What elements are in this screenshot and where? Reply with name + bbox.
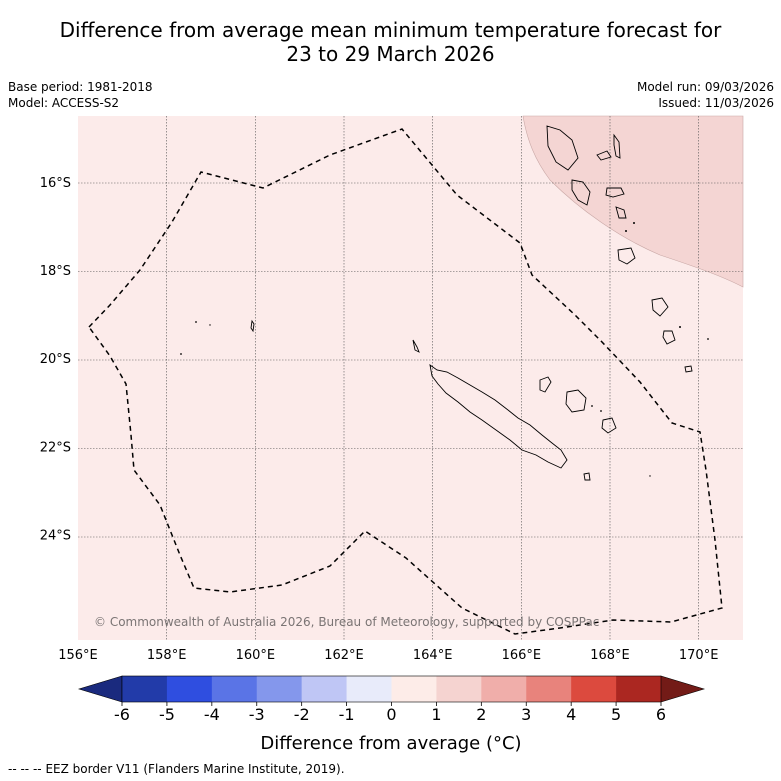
islet — [679, 326, 681, 328]
meta-right: Model run: 09/03/2026 Issued: 11/03/2026 — [637, 79, 774, 111]
colorbar-tick-label: 3 — [521, 705, 531, 724]
mare-island — [601, 417, 617, 434]
latitude-tick-label: 20°S — [40, 352, 71, 367]
colorbar-tick-label: 0 — [386, 705, 396, 724]
colorbar-swatch — [481, 676, 527, 702]
coastlines — [250, 125, 693, 481]
colorbar: -6 -5 -4 -3 -2 -1 0 1 2 3 4 5 6 — [77, 675, 706, 724]
longitude-tick-label: 160°E — [236, 648, 276, 663]
colorbar-tick-label: 5 — [611, 705, 621, 724]
vanuatu-aneityum — [684, 365, 693, 373]
vanuatu-ambae — [596, 150, 612, 161]
vanuatu-epi — [615, 206, 627, 219]
copyright-notice: © Commonwealth of Australia 2026, Bureau… — [94, 615, 599, 629]
title-line-1: Difference from average mean minimum tem… — [59, 18, 722, 42]
islet — [209, 324, 211, 326]
colorbar-tick-label: -4 — [204, 705, 220, 724]
anomaly-region — [522, 115, 744, 288]
longitude-labels: 156°E 158°E 160°E 162°E 164°E 166°E 168°E 170°E — [58, 648, 718, 663]
isle-of-pines — [583, 472, 591, 481]
islet — [180, 353, 182, 355]
longitude-tick-label: 164°E — [413, 648, 453, 663]
colorbar-swatch — [211, 676, 258, 702]
colorbar-tick-label: -3 — [249, 705, 265, 724]
colorbar-low-extend — [77, 675, 123, 703]
islet — [195, 321, 197, 323]
islet — [600, 410, 602, 412]
colorbar-swatch — [166, 676, 213, 702]
longitude-tick-label: 170°E — [679, 648, 719, 663]
vanuatu-espiritu-santo — [546, 125, 579, 171]
longitude-tick-label: 158°E — [147, 648, 187, 663]
colorbar-tick-label: 4 — [566, 705, 576, 724]
colorbar-swatch — [256, 676, 302, 702]
colorbar-high-extend — [660, 675, 706, 703]
latitude-labels: 16°S 18°S 20°S 22°S 24°S — [40, 176, 71, 543]
islet — [707, 338, 709, 340]
colorbar-swatch — [436, 676, 482, 702]
small-islets — [180, 222, 709, 477]
legend-footer: -- -- -- EEZ border V11 (Flanders Marine… — [8, 762, 345, 776]
islet — [591, 405, 593, 407]
longitude-tick-label: 168°E — [590, 648, 630, 663]
base-period: Base period: 1981-2018 — [8, 80, 153, 94]
colorbar-tick-label: 6 — [656, 705, 666, 724]
eez-border — [88, 128, 723, 635]
model-run: Model run: 09/03/2026 — [636, 80, 774, 94]
issued-date: Issued: 11/03/2026 — [658, 96, 774, 110]
colorbar-title: Difference from average (°C) — [260, 733, 521, 754]
chesterfield-reef — [250, 319, 255, 333]
colorbar-swatch — [526, 676, 572, 702]
colorbar-tick-label: -2 — [294, 705, 310, 724]
vanuatu-tanna — [662, 330, 676, 345]
longitude-tick-label: 166°E — [502, 648, 542, 663]
lifou-island — [565, 389, 587, 413]
colorbar-swatch — [391, 676, 437, 702]
colorbar-swatch — [346, 676, 392, 702]
colorbar-swatch — [571, 676, 617, 702]
vanuatu-ambrym — [605, 187, 625, 198]
model-name: Model: ACCESS-S2 — [8, 96, 120, 110]
colorbar-tick-label: 2 — [476, 705, 486, 724]
islet — [649, 475, 651, 477]
colorbar-tick-label: 1 — [431, 705, 441, 724]
eez-legend-text: EEZ border V11 (Flanders Marine Institut… — [45, 762, 345, 776]
vanuatu-erromango — [651, 297, 669, 317]
latitude-tick-label: 18°S — [40, 264, 71, 279]
chart-title: Difference from average mean minimum tem… — [0, 18, 781, 66]
meta-left: Base period: 1981-2018 Model: ACCESS-S2 — [8, 79, 153, 111]
colorbar-tick-label: -6 — [114, 705, 130, 724]
colorbar-swatch — [616, 676, 662, 702]
islet — [625, 230, 627, 232]
ouvea-island — [539, 376, 552, 393]
graticule — [78, 116, 743, 640]
vanuatu-malekula — [571, 179, 591, 206]
latitude-tick-label: 24°S — [40, 528, 71, 543]
title-line-2: 23 to 29 March 2026 — [286, 42, 495, 66]
latitude-tick-label: 16°S — [40, 176, 71, 191]
longitude-tick-label: 156°E — [58, 648, 98, 663]
islet — [633, 222, 635, 224]
latitude-tick-label: 22°S — [40, 440, 71, 455]
colorbar-tick-label: -1 — [339, 705, 355, 724]
colorbar-swatch — [301, 676, 347, 702]
colorbar-tick-label: -5 — [159, 705, 175, 724]
colorbar-swatch — [122, 676, 168, 702]
new-caledonia-grande-terre — [429, 363, 568, 469]
longitude-tick-label: 162°E — [324, 648, 364, 663]
eez-legend-symbol: -- -- -- — [8, 762, 42, 776]
vanuatu-efate — [617, 247, 636, 265]
belep-islands — [412, 339, 420, 353]
vanuatu-maewo — [613, 133, 621, 159]
